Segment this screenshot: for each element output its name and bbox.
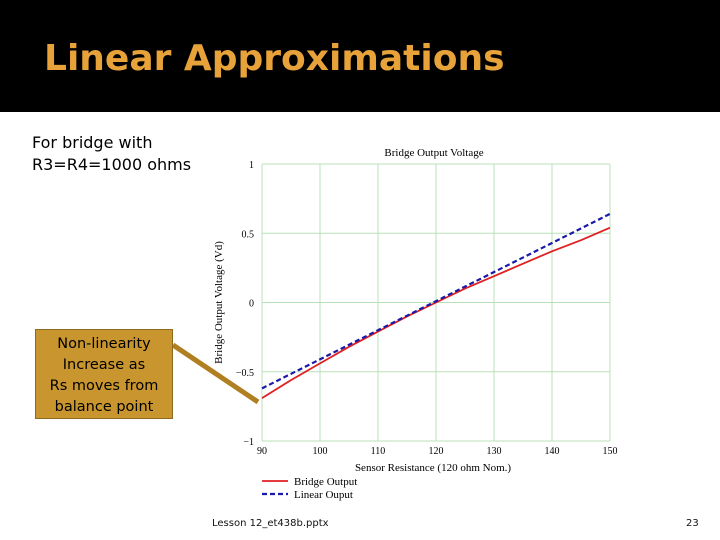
linear-output-line — [261, 212, 611, 390]
title-bar — [0, 0, 720, 112]
x-tick-label: 130 — [487, 446, 502, 457]
x-tick-label: 120 — [429, 446, 444, 457]
note-line-2: R3=R4=1000 ohms — [32, 155, 192, 174]
callout-line-1: Non-linearity — [57, 336, 151, 352]
callout-line-4: balance point — [54, 399, 154, 415]
footer-filename: Lesson 12_et438b.pptx — [212, 518, 329, 529]
y-tick-label: 0 — [249, 299, 254, 310]
y-tick-label: 1 — [249, 160, 254, 171]
x-tick-label: 100 — [313, 446, 328, 457]
note-line-1: For bridge with — [32, 133, 153, 152]
legend-bridge-label: Bridge Output — [294, 476, 357, 488]
callout-line-2: Increase as — [62, 357, 146, 373]
callout-pointer — [171, 342, 260, 405]
y-tick-label: 0.5 — [242, 229, 255, 240]
y-axis-label: Bridge Output Voltage (Vd) — [213, 241, 225, 364]
slide-title: Linear Approximations — [44, 38, 505, 79]
y-tick-label: −1 — [243, 437, 254, 448]
nonlinearity-callout: Non-linearity Increase as Rs moves from … — [35, 329, 173, 419]
x-axis-label: Sensor Resistance (120 ohm Nom.) — [355, 462, 511, 474]
chart-title: Bridge Output Voltage — [384, 147, 483, 159]
bridge-output-line — [261, 226, 611, 399]
callout-line-3: Rs moves from — [49, 378, 159, 394]
x-tick-label: 110 — [371, 446, 386, 457]
y-tick-label: −0.5 — [236, 368, 254, 379]
x-tick-label: 140 — [545, 446, 560, 457]
legend-linear-label: Linear Ouput — [294, 489, 353, 501]
bridge-note: For bridge with R3=R4=1000 ohms — [32, 132, 191, 176]
x-tick-label: 150 — [603, 446, 618, 457]
x-tick-label: 90 — [257, 446, 267, 457]
page-number: 23 — [686, 518, 699, 529]
